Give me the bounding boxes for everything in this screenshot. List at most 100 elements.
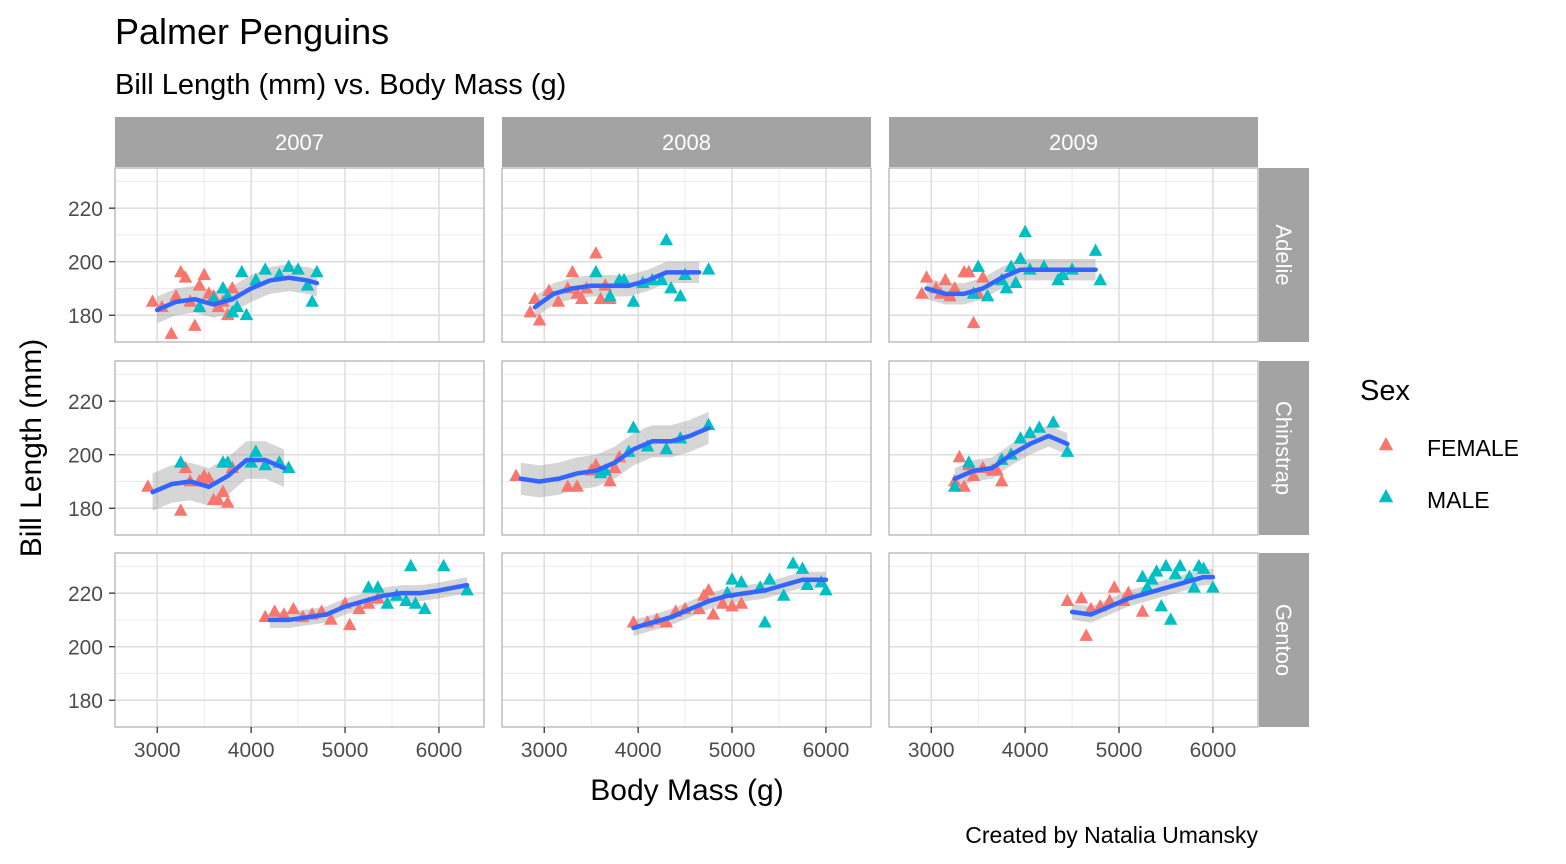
y-tick-label: 200 <box>68 637 103 660</box>
point-female <box>173 503 188 516</box>
point-female <box>164 326 179 339</box>
point-female <box>225 280 240 294</box>
point-female <box>575 291 589 305</box>
point-male <box>371 580 385 593</box>
panel-border <box>114 552 485 728</box>
point-female <box>145 294 160 307</box>
x-tick-label: 6000 <box>803 739 850 762</box>
point-female <box>551 294 566 307</box>
point-male <box>673 288 688 302</box>
point-male <box>1173 558 1187 572</box>
panel-border <box>888 167 1259 343</box>
point-female <box>523 305 537 318</box>
point-female <box>1074 591 1089 604</box>
y-tick-label: 220 <box>68 583 103 606</box>
point-female <box>915 286 929 299</box>
point-male <box>380 596 395 609</box>
y-tick-label: 180 <box>68 690 103 713</box>
point-male <box>962 455 976 468</box>
legend: Sex FEMALE MALE <box>1360 375 1519 513</box>
point-male <box>659 441 674 455</box>
chart-subtitle: Bill Length (mm) vs. Body Mass (g) <box>115 69 566 101</box>
point-female <box>570 479 584 492</box>
facet-panel <box>888 360 1259 536</box>
point-male <box>305 294 319 307</box>
caption: Created by Natalia Umansky <box>965 822 1258 848</box>
point-female <box>952 449 967 463</box>
facet-strip-row-label: Gentoo <box>1271 604 1296 676</box>
smooth-line <box>155 275 320 313</box>
point-female <box>178 270 193 283</box>
point-female <box>990 463 1004 476</box>
smooth-line <box>150 457 287 495</box>
point-male <box>1206 580 1220 593</box>
point-male <box>1013 251 1028 264</box>
point-male <box>598 463 613 476</box>
facet-panels: 2007 2008 2009 Adelie Chinstrap Gentoo 180 200 2… <box>68 117 1309 762</box>
point-female <box>966 315 981 329</box>
point-female <box>994 473 1009 487</box>
point-male <box>589 264 603 278</box>
point-male <box>800 577 814 590</box>
point-male <box>1060 444 1075 457</box>
smooth-line <box>518 425 711 484</box>
point-female <box>361 596 376 609</box>
point-female <box>286 601 301 615</box>
point-female <box>734 596 749 609</box>
x-tick-label: 5000 <box>1096 739 1143 762</box>
panel-border <box>501 552 872 728</box>
facet-strip-col-label: 2008 <box>662 130 711 155</box>
panel-border <box>114 360 485 536</box>
point-male <box>1140 580 1154 593</box>
smooth-line <box>1069 574 1216 617</box>
point-male <box>603 288 617 302</box>
facet-panel <box>501 360 872 536</box>
point-male <box>1088 243 1103 256</box>
point-female <box>589 246 603 259</box>
point-male <box>460 582 474 596</box>
legend-female-label: FEMALE <box>1427 435 1519 461</box>
legend-male-marker <box>1378 489 1394 503</box>
point-female <box>324 612 338 625</box>
facet-strip-col <box>889 117 1258 167</box>
point-female <box>957 479 971 492</box>
facet-strip-col-label: 2009 <box>1049 130 1098 155</box>
point-male <box>418 601 432 615</box>
legend-female-marker <box>1378 437 1394 451</box>
point-female <box>659 615 674 628</box>
point-female <box>947 280 962 294</box>
smooth-line <box>952 433 1070 482</box>
facet-strip-col <box>502 117 871 167</box>
point-male <box>617 272 631 286</box>
point-male <box>819 582 833 596</box>
point-male <box>1009 275 1023 288</box>
point-male <box>1013 431 1028 444</box>
smooth-line <box>267 582 470 623</box>
point-female <box>188 318 202 331</box>
smooth-line <box>532 270 702 310</box>
point-female <box>1121 585 1136 599</box>
point-male <box>1196 561 1211 574</box>
facet-strip-row <box>1259 553 1309 727</box>
point-female <box>626 615 641 628</box>
point-male <box>980 288 995 302</box>
panel-background <box>115 553 484 727</box>
point-male <box>1154 599 1169 612</box>
point-female <box>966 468 981 481</box>
x-tick-label: 4000 <box>228 739 275 762</box>
point-female <box>603 473 617 487</box>
point-male <box>1018 224 1032 238</box>
y-axis-title: Bill Length (mm) <box>15 339 48 557</box>
point-male <box>725 572 739 585</box>
point-male <box>786 556 800 569</box>
point-male <box>300 278 315 291</box>
point-female <box>528 291 542 305</box>
point-female <box>220 495 235 508</box>
point-male <box>249 272 263 286</box>
point-male <box>1145 572 1159 585</box>
point-male <box>1093 272 1108 286</box>
y-tick-label: 220 <box>68 198 103 221</box>
point-female <box>197 267 211 280</box>
point-female <box>267 604 282 617</box>
